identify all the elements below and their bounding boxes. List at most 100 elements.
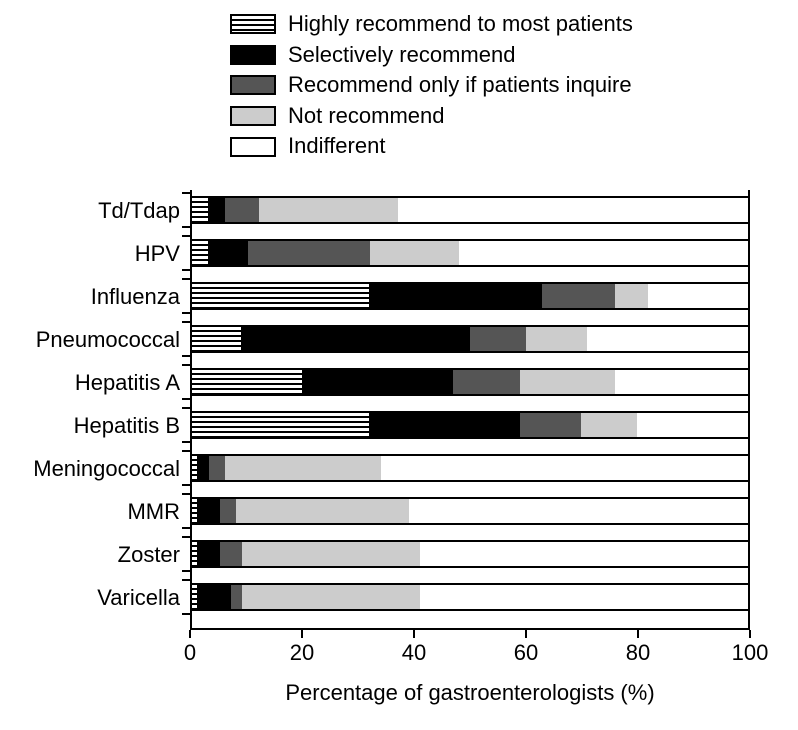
x-tick-label: 60: [514, 640, 538, 666]
bar-segment-selective: [198, 499, 220, 523]
bar-segment-indiff: [409, 499, 748, 523]
bar-segment-inquire: [248, 241, 370, 265]
x-tick-labels: 020406080100: [190, 640, 750, 670]
y-tick: [182, 235, 190, 237]
x-axis: [190, 628, 750, 630]
bar-segment-indiff: [420, 585, 748, 609]
x-axis-label: Percentage of gastroenterologists (%): [190, 680, 750, 706]
swatch-hatched-icon: [230, 14, 276, 34]
y-tick: [182, 192, 190, 194]
bar-row: [190, 497, 750, 525]
bar-segment-selective: [198, 585, 231, 609]
x-tick: [637, 630, 639, 638]
bar-segment-not: [242, 542, 420, 566]
bar-row: [190, 282, 750, 310]
x-tick-label: 20: [290, 640, 314, 666]
bar-segment-indiff: [587, 327, 748, 351]
bar-segment-indiff: [398, 198, 748, 222]
bar-segment-selective: [209, 198, 226, 222]
bar-segment-highly: [192, 241, 209, 265]
bar-segment-indiff: [420, 542, 748, 566]
y-tick: [182, 613, 190, 615]
bar-segment-highly: [192, 413, 370, 437]
bar-segment-selective: [370, 413, 520, 437]
y-axis-category-label: Varicella: [0, 585, 180, 611]
bar-segment-not: [520, 370, 615, 394]
bar-segment-inquire: [220, 499, 237, 523]
legend-label: Not recommend: [288, 102, 445, 131]
chart-container: Highly recommend to most patients Select…: [0, 0, 798, 730]
bar-segment-indiff: [381, 456, 748, 480]
bar-segment-not: [225, 456, 381, 480]
y-tick: [182, 278, 190, 280]
y-tick: [182, 579, 190, 581]
y-axis-category-label: Zoster: [0, 542, 180, 568]
legend: Highly recommend to most patients Select…: [230, 10, 633, 163]
y-tick: [182, 407, 190, 409]
bar-segment-indiff: [615, 370, 748, 394]
bar-segment-selective: [198, 456, 209, 480]
y-axis-category-label: HPV: [0, 241, 180, 267]
bar-segment-not: [236, 499, 408, 523]
legend-item-indifferent: Indifferent: [230, 132, 633, 161]
y-tick: [182, 484, 190, 486]
x-tick: [413, 630, 415, 638]
bar-segment-selective: [242, 327, 470, 351]
bar-segment-not: [370, 241, 459, 265]
bar-segment-not: [526, 327, 587, 351]
y-tick: [182, 536, 190, 538]
legend-item-inquire: Recommend only if patients inquire: [230, 71, 633, 100]
y-tick: [182, 226, 190, 228]
bar-segment-selective: [209, 241, 248, 265]
x-tick-label: 100: [732, 640, 769, 666]
y-axis-category-label: Td/Tdap: [0, 198, 180, 224]
y-tick: [182, 398, 190, 400]
legend-label: Recommend only if patients inquire: [288, 71, 632, 100]
y-axis-category-label: Pneumococcal: [0, 327, 180, 353]
x-tick: [189, 630, 191, 638]
bars-container: [190, 190, 750, 620]
y-tick: [182, 493, 190, 495]
y-tick: [182, 450, 190, 452]
bar-row: [190, 583, 750, 611]
y-axis-category-label: Meningococcal: [0, 456, 180, 482]
legend-item-selective: Selectively recommend: [230, 41, 633, 70]
y-tick: [182, 355, 190, 357]
swatch-lightgrey-icon: [230, 106, 276, 126]
bar-segment-inquire: [231, 585, 242, 609]
bar-segment-selective: [370, 284, 542, 308]
y-tick: [182, 364, 190, 366]
y-axis-category-label: Hepatitis B: [0, 413, 180, 439]
x-tick-label: 80: [626, 640, 650, 666]
swatch-black-icon: [230, 45, 276, 65]
bar-segment-inquire: [520, 413, 581, 437]
y-axis-category-label: MMR: [0, 499, 180, 525]
swatch-white-icon: [230, 137, 276, 157]
bar-segment-selective: [303, 370, 453, 394]
bar-segment-inquire: [225, 198, 258, 222]
y-tick: [182, 321, 190, 323]
bar-row: [190, 196, 750, 224]
y-tick: [182, 441, 190, 443]
bar-segment-not: [259, 198, 398, 222]
y-axis-labels: Td/Tdap HPV Influenza Pneumococcal Hepatitis…: [0, 190, 180, 620]
bar-row: [190, 325, 750, 353]
bar-segment-highly: [192, 327, 242, 351]
bar-segment-inquire: [470, 327, 526, 351]
y-axis-category-label: Influenza: [0, 284, 180, 310]
legend-label: Indifferent: [288, 132, 385, 161]
bar-row: [190, 411, 750, 439]
bar-segment-inquire: [220, 542, 242, 566]
legend-item-not: Not recommend: [230, 102, 633, 131]
x-tick-label: 0: [184, 640, 196, 666]
bar-row: [190, 239, 750, 267]
y-tick: [182, 570, 190, 572]
x-tick: [525, 630, 527, 638]
x-tick: [301, 630, 303, 638]
y-axis-category-label: Hepatitis A: [0, 370, 180, 396]
legend-label: Selectively recommend: [288, 41, 515, 70]
y-tick: [182, 312, 190, 314]
swatch-darkgrey-icon: [230, 75, 276, 95]
bar-row: [190, 540, 750, 568]
x-tick: [749, 630, 751, 638]
